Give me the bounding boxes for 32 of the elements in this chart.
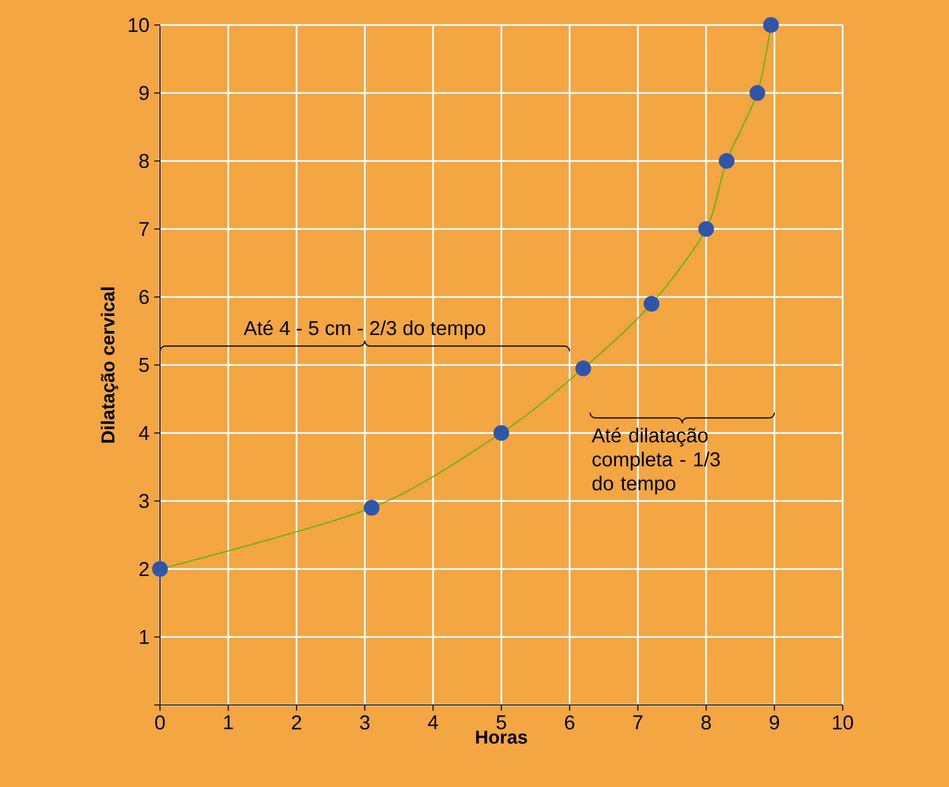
x-tick-label: 10 <box>833 715 853 730</box>
point <box>575 360 592 376</box>
point <box>152 561 168 577</box>
y-tick-label: 5 <box>139 358 149 372</box>
x-tick-label: 1 <box>224 715 233 730</box>
x-tick-label: 8 <box>701 715 711 730</box>
point <box>718 153 734 169</box>
x-tick-label: 4 <box>428 715 438 730</box>
y-tick-label: 6 <box>140 290 149 304</box>
x-tick-label: 2 <box>292 715 302 730</box>
y-tick-label: 2 <box>139 562 149 576</box>
point <box>493 425 510 441</box>
point <box>364 500 380 516</box>
x-tick-label: 3 <box>360 715 370 730</box>
point <box>763 17 779 33</box>
y-tick-label: 3 <box>139 494 149 508</box>
y-tick-label: 1 <box>140 630 149 644</box>
y-axis-title: Dilatação cervical <box>100 287 118 443</box>
point <box>749 85 766 101</box>
y-tick-label: 7 <box>140 222 149 236</box>
point <box>698 221 714 237</box>
x-tick-label: 7 <box>633 715 642 730</box>
y-tick-label: 4 <box>138 426 150 440</box>
y-tick-label: 8 <box>139 154 149 168</box>
x-tick-label: 5 <box>496 715 506 730</box>
y-tick-label: 10 <box>128 18 149 32</box>
y-tick-label: 9 <box>139 86 149 100</box>
x-tick-label: 9 <box>770 715 780 730</box>
x-tick-label: 6 <box>565 715 574 730</box>
x-axis-title: Horas <box>476 730 528 744</box>
point <box>644 296 660 312</box>
x-tick-label: 0 <box>155 715 165 730</box>
